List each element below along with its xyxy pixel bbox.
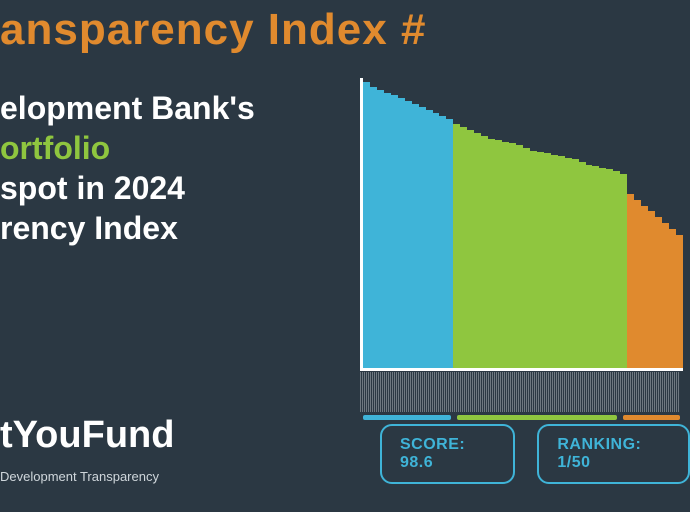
score-label: SCORE: — [400, 436, 465, 453]
bar — [648, 211, 655, 368]
bar — [405, 101, 412, 368]
bar — [460, 127, 467, 368]
bar — [509, 143, 516, 368]
bar — [558, 156, 565, 368]
brand-logo: tYouFund — [0, 414, 174, 457]
bar — [641, 206, 648, 368]
bar — [481, 136, 488, 368]
chart-x-ticks — [360, 372, 680, 412]
bar — [634, 200, 641, 368]
ranking-pill: RANKING: 1/50 — [537, 424, 690, 484]
bar — [523, 148, 530, 368]
bar — [579, 162, 586, 368]
bar — [551, 155, 558, 368]
bar — [655, 217, 662, 368]
bar — [586, 165, 593, 368]
bar — [384, 93, 391, 369]
bar — [676, 235, 683, 368]
bar — [565, 158, 572, 368]
bar — [502, 142, 509, 368]
bar — [446, 119, 453, 368]
headline-line: spot in 2024 — [0, 168, 330, 208]
bar — [620, 174, 627, 368]
bar — [537, 152, 544, 368]
bar — [544, 153, 551, 368]
ranking-label: RANKING: — [557, 436, 641, 453]
bar — [495, 140, 502, 368]
bar — [412, 104, 419, 368]
score-value: 98.6 — [400, 454, 433, 471]
bar — [398, 98, 405, 368]
bar — [530, 151, 537, 369]
bar — [516, 145, 523, 368]
headline-line: rency Index — [0, 208, 330, 248]
bar — [669, 229, 676, 368]
bar — [426, 110, 433, 368]
brand-tagline: Development Transparency — [0, 469, 159, 484]
bar — [613, 171, 620, 368]
ranking-bar-chart — [360, 78, 683, 371]
headline-line: elopment Bank's — [0, 88, 330, 128]
bar — [488, 139, 495, 368]
bar — [377, 90, 384, 368]
chart-group-underline — [363, 415, 680, 420]
chart-bars — [363, 78, 683, 368]
bar — [474, 133, 481, 368]
headline: elopment Bank's ortfolio spot in 2024 re… — [0, 88, 330, 248]
bar — [433, 113, 440, 368]
headline-line-accent: ortfolio — [0, 128, 330, 168]
bar — [391, 95, 398, 368]
bar — [439, 116, 446, 368]
score-pill: SCORE: 98.6 — [380, 424, 515, 484]
bar — [572, 159, 579, 368]
bar — [592, 166, 599, 368]
bar — [370, 87, 377, 368]
bar — [662, 223, 669, 368]
bar — [419, 107, 426, 368]
bar — [627, 194, 634, 368]
page-title: ansparency Index # — [0, 5, 426, 55]
bar — [606, 169, 613, 368]
bar — [453, 124, 460, 368]
bar — [467, 130, 474, 368]
bar — [599, 168, 606, 368]
ranking-value: 1/50 — [557, 454, 590, 471]
bar — [363, 82, 370, 368]
stat-pills: SCORE: 98.6 RANKING: 1/50 — [380, 424, 690, 484]
